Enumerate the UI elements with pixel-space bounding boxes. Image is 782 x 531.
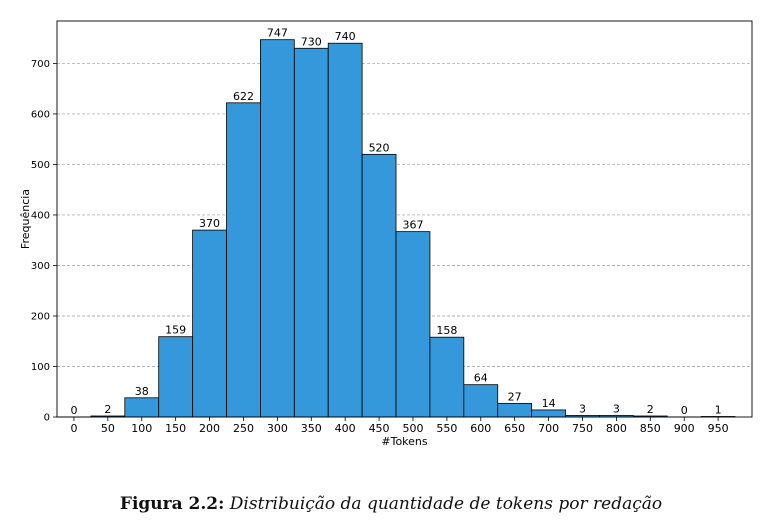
bar-value-label: 370 <box>199 217 220 230</box>
histogram-bar <box>395 231 431 418</box>
bar-value-label: 158 <box>436 324 457 337</box>
y-axis: 0 100 200 300 400 500 600 700 <box>31 59 57 424</box>
histogram-chart: 0 2 38 159 370 622 747 730 740 520 367 158 64 27 14 3 3 2… <box>19 20 753 448</box>
y-tick-label: 100 <box>31 362 50 373</box>
x-tick-label: 300 <box>267 422 288 435</box>
bar-value-label: 0 <box>681 404 688 417</box>
bar-value-label: 367 <box>402 219 423 232</box>
x-tick-label: 700 <box>538 422 559 435</box>
histogram-bar <box>158 336 194 418</box>
histogram-bar <box>226 102 261 418</box>
bar-value-label: 159 <box>165 324 186 337</box>
y-tick-label: 500 <box>31 160 50 171</box>
bar-value-label: 64 <box>474 372 488 385</box>
x-tick-label: 100 <box>131 422 152 435</box>
histogram-bar <box>124 397 160 418</box>
histogram-bar <box>260 39 295 418</box>
y-tick-label: 700 <box>31 59 50 70</box>
bar-value-label: 14 <box>542 397 556 410</box>
histogram-bar <box>463 384 499 418</box>
bar-value-label: 622 <box>233 90 254 103</box>
x-tick-label: 400 <box>335 422 356 435</box>
caption-text: Distribuição da quantidade de tokens por… <box>229 494 663 514</box>
bar-value-label: 3 <box>579 402 586 415</box>
y-tick-label: 300 <box>31 261 50 272</box>
x-tick-label: 200 <box>199 422 220 435</box>
x-tick-label: 800 <box>606 422 627 435</box>
figure-caption: Figura 2.2: Distribuição da quantidade d… <box>0 494 782 514</box>
bar-value-label: 3 <box>613 402 620 415</box>
x-tick-label: 250 <box>233 422 254 435</box>
bar-value-label: 2 <box>647 403 654 416</box>
bar-value-label: 747 <box>267 27 288 40</box>
histogram-bar <box>531 409 566 418</box>
histogram-bar <box>497 402 533 418</box>
histogram-bar <box>429 336 465 418</box>
x-tick-label: 950 <box>708 422 729 435</box>
histogram-bar <box>361 153 397 418</box>
x-tick-label: 500 <box>402 422 423 435</box>
histogram-bar <box>192 229 227 418</box>
y-tick-label: 200 <box>31 311 50 322</box>
histogram-bar <box>327 42 363 418</box>
bar-value-label: 27 <box>508 390 522 403</box>
x-tick-label: 350 <box>301 422 322 435</box>
x-tick-label: 450 <box>369 422 390 435</box>
bar-value-label: 730 <box>301 35 322 48</box>
y-axis-label: Frequência <box>19 189 32 249</box>
x-tick-label: 550 <box>436 422 457 435</box>
histogram-bar <box>293 47 329 418</box>
bar-value-label: 520 <box>369 141 390 154</box>
bar-value-label: 2 <box>104 403 111 416</box>
x-tick-label: 50 <box>101 422 115 435</box>
bars <box>56 39 736 418</box>
x-tick-label: 650 <box>504 422 525 435</box>
x-axis-label: #Tokens <box>381 435 428 448</box>
x-tick-label: 600 <box>470 422 491 435</box>
bar-value-label: 0 <box>70 404 77 417</box>
y-tick-label: 400 <box>31 210 50 221</box>
bar-labels: 0 2 38 159 370 622 747 730 740 520 367 158 64 27 14 3 3 2… <box>70 27 721 417</box>
y-tick-label: 0 <box>44 413 50 424</box>
x-axis: 0 50 100 150 200 250 300 350 400 450 500 550 600 650 7… <box>70 417 729 435</box>
y-tick-label: 600 <box>31 109 50 120</box>
x-tick-label: 750 <box>572 422 593 435</box>
x-tick-label: 0 <box>70 422 77 435</box>
plot-frame <box>56 20 753 418</box>
x-tick-label: 900 <box>674 422 695 435</box>
bar-value-label: 1 <box>715 403 722 416</box>
bar-value-label: 38 <box>135 385 149 398</box>
x-tick-label: 850 <box>640 422 661 435</box>
bar-value-label: 740 <box>335 30 356 43</box>
caption-label: Figura 2.2: <box>119 494 225 514</box>
x-tick-label: 150 <box>165 422 186 435</box>
